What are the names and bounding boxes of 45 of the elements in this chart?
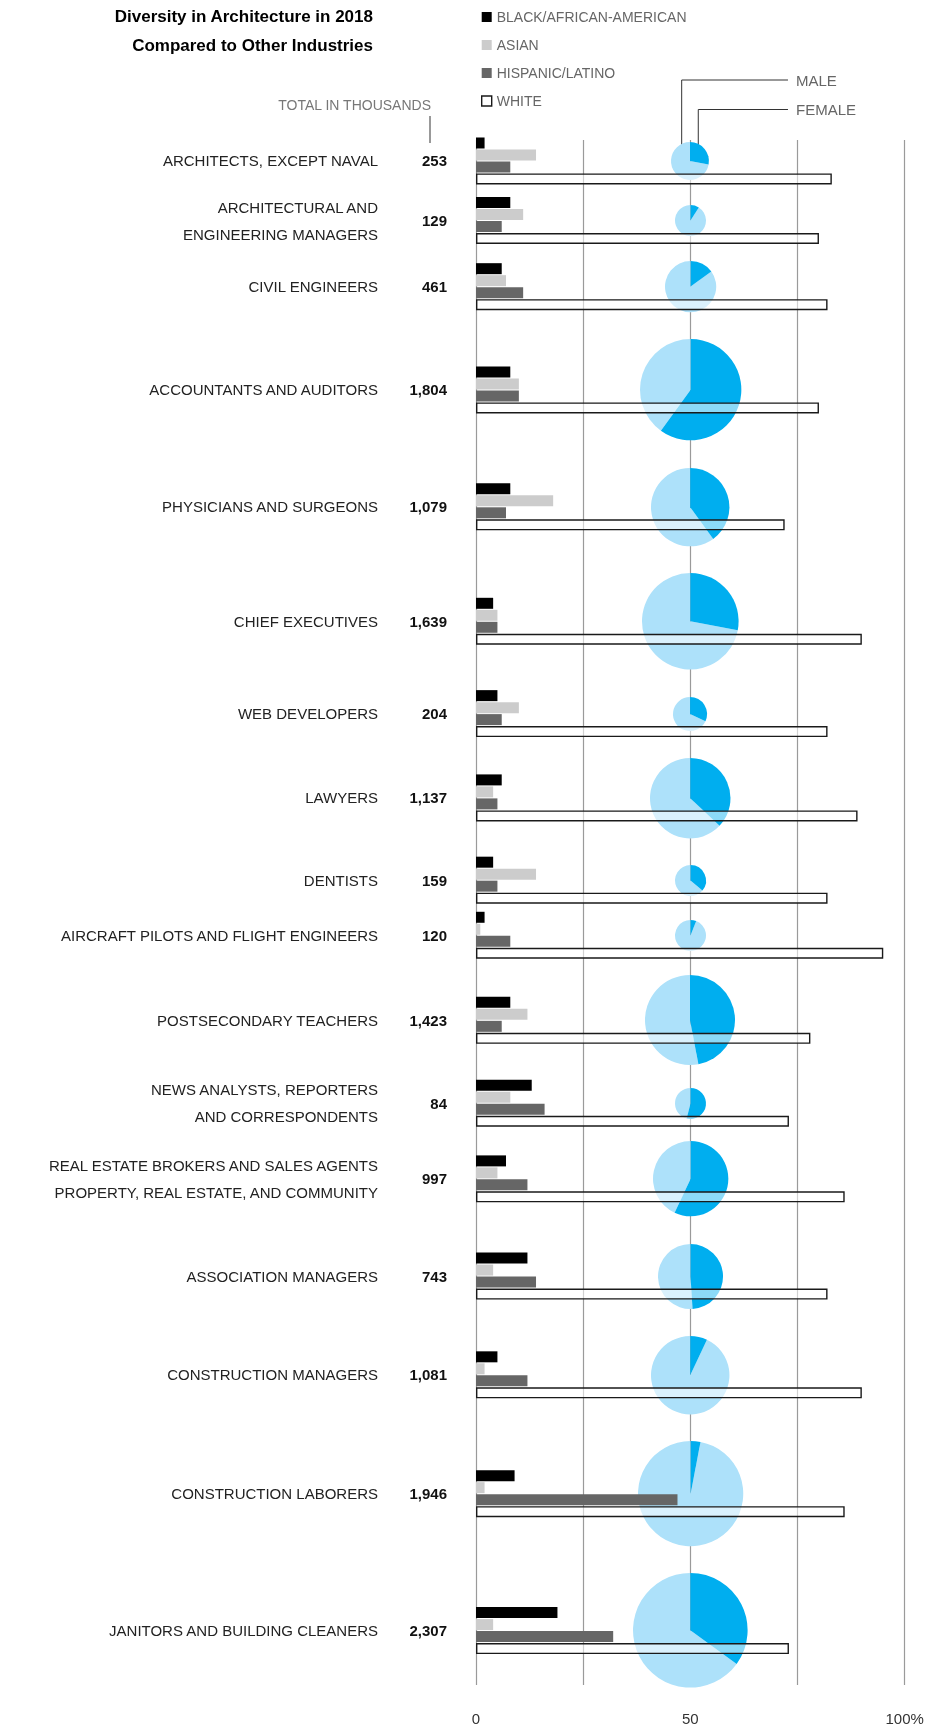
text: 253: [421, 152, 447, 170]
y-tick-label: DENTISTS: [303, 871, 378, 889]
y-tick-label: AIRCRAFT PILOTS AND FLIGHT ENGINEERS: [60, 926, 378, 944]
y-tick-label: PHYSICIANS AND SURGEONS: [162, 498, 378, 516]
y-tick-label: LAWYERS: [305, 789, 378, 807]
legend-label: ASIAN: [496, 37, 539, 53]
text: 743: [421, 1267, 447, 1285]
text: 461: [421, 278, 447, 296]
x-tick-label: 100%: [885, 1709, 924, 1727]
text: 84: [430, 1094, 448, 1112]
y-tick-label: CIVIL ENGINEERS: [248, 278, 378, 296]
y-tick-label: WEB DEVELOPERS: [237, 705, 378, 723]
text: 1,804: [409, 381, 448, 399]
y-tick-label: CHIEF EXECUTIVES: [233, 612, 378, 630]
legend-label: BLACK/AFRICAN-AMERICAN: [496, 9, 687, 25]
text: 1,137: [409, 789, 447, 807]
y-tick-label: CONSTRUCTION MANAGERS: [167, 1366, 378, 1384]
text: 2,307: [409, 1622, 447, 1640]
text: Diversity in Architecture in 2018 Compared to Other Industries: [113, 6, 373, 57]
y-tick-label: ASSOCIATION MANAGERS: [186, 1267, 378, 1285]
y-tick-label: ARCHITECTS, EXCEPT NAVAL: [162, 152, 378, 170]
y-tick-label: NEWS ANALYSTS, REPORTERS AND CORRESPONDENTS: [151, 1081, 378, 1126]
y-tick-label: REAL ESTATE BROKERS AND SALES AGENTS PROPERTY, REAL ESTATE, AND COMMUNITY: [49, 1156, 378, 1201]
y-tick-label: JANITORS AND BUILDING CLEANERS: [109, 1622, 378, 1640]
text: 204: [421, 705, 448, 723]
text: 120: [421, 926, 447, 944]
text: 1,081: [409, 1366, 447, 1384]
slice-label: MALE: [796, 71, 838, 89]
slice-label: FEMALE: [796, 100, 857, 118]
y-tick-label: ARCHITECTURAL AND ENGINEERING MANAGERS: [182, 198, 379, 243]
legend-label: WHITE: [496, 93, 542, 109]
x-tick-label: 50: [682, 1709, 699, 1727]
y-tick-label: CONSTRUCTION LABORERS: [171, 1485, 378, 1503]
text: 1,639: [409, 612, 447, 630]
x-tick-label: 0: [471, 1709, 481, 1727]
text: 129: [421, 212, 447, 229]
text: 159: [421, 871, 447, 889]
text: TOTAL IN THOUSANDS: [278, 97, 431, 113]
legend-label: HISPANIC/LATINO: [496, 65, 616, 81]
y-tick-label: POSTSECONDARY TEACHERS: [157, 1011, 378, 1029]
text: 1,423: [409, 1011, 447, 1029]
text: 997: [421, 1170, 447, 1188]
y-tick-label: ACCOUNTANTS AND AUDITORS: [149, 381, 378, 399]
text: 1,946: [409, 1485, 447, 1503]
text: 1,079: [409, 498, 447, 516]
